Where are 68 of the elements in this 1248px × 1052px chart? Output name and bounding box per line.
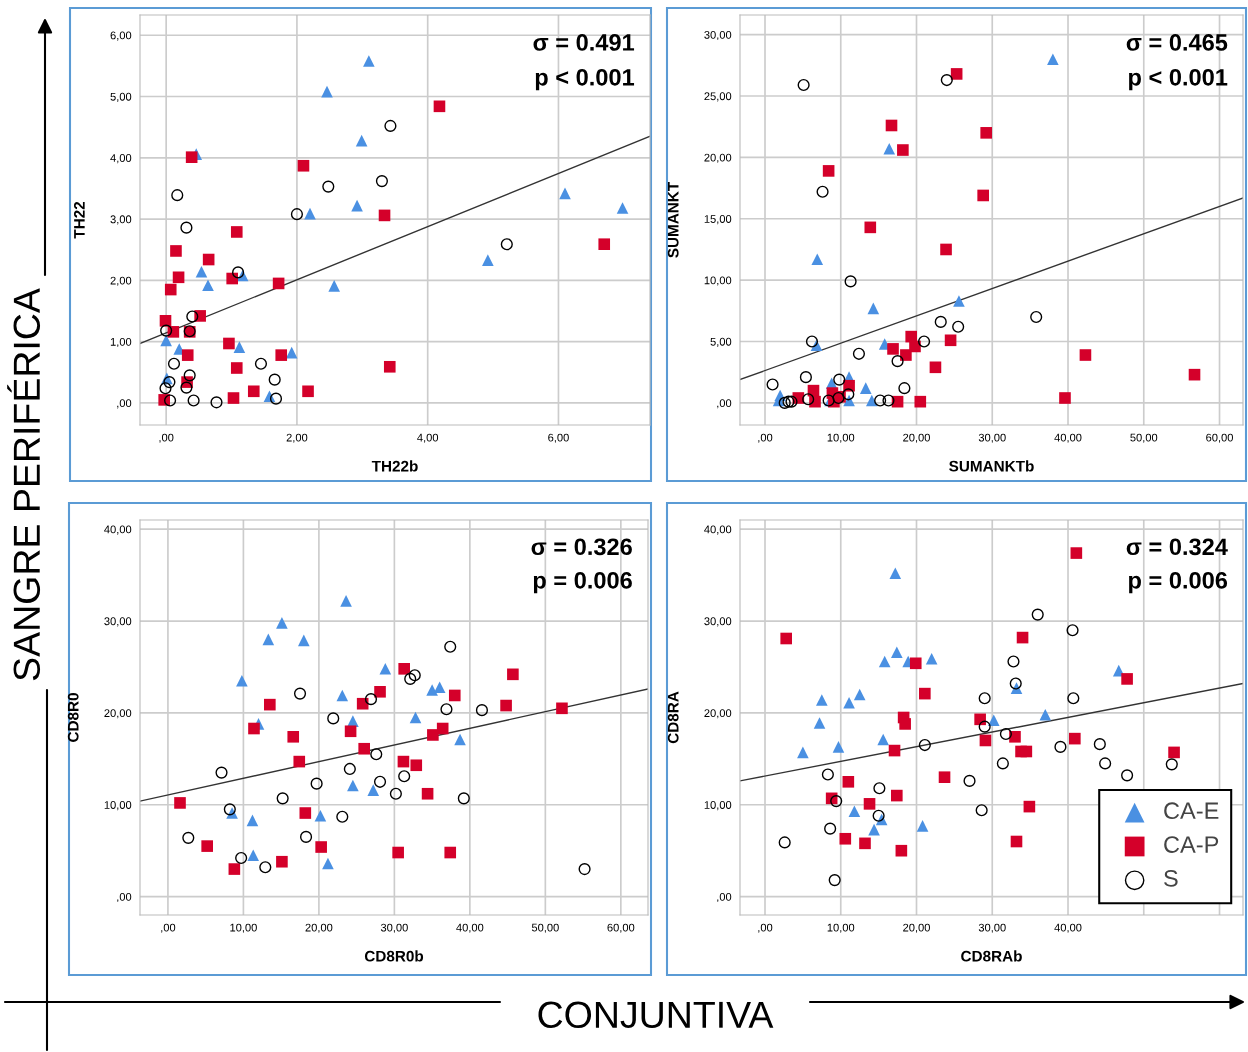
x-axis-title: CD8R0b [364,950,424,962]
x-tick-label: 50,00 [1130,433,1158,443]
annotation: p = 0.006 [533,571,632,594]
legend-label: CA-P [1164,836,1219,853]
y-tick-label: ,00 [117,892,132,903]
y-tick-label: 1,00 [110,337,132,348]
x-tick-label: 40,00 [1054,433,1082,443]
x-tick-label: 40,00 [1054,923,1082,933]
y-tick-label: 2,00 [110,276,132,286]
x-tick-label: 20,00 [305,923,333,933]
x-tick-label: 20,00 [903,923,930,933]
y-tick-label: 30,00 [104,617,132,627]
legend-label: CA-E [1164,802,1219,820]
y-axis-title: SUMANKT [667,181,679,258]
x-tick-label: 50,00 [531,923,559,933]
x-tick-label: 30,00 [978,923,1006,933]
x-tick-label: 30,00 [380,923,408,933]
y-axis-title: CD8R0 [67,693,79,742]
y-tick-label: 40,00 [104,525,132,535]
y-tick-label: 4,00 [110,154,132,164]
x-tick-label: 40,00 [456,923,484,933]
text: SANGRE PERIFÉRICA [7,288,41,681]
x-tick-label: 30,00 [978,433,1006,443]
y-tick-label: 10,00 [104,801,132,811]
x-axis-title: TH22b [371,460,418,472]
annotation: σ = 0.491 [533,34,635,51]
y-tick-label: ,00 [717,399,732,409]
annotation: σ = 0.326 [531,538,632,556]
x-tick-label: 60,00 [1206,433,1233,443]
x-tick-label: ,00 [159,433,174,443]
y-tick-label: 3,00 [110,215,132,225]
y-tick-label: 5,00 [710,337,732,347]
x-tick-label: 10,00 [827,433,855,443]
x-tick-label: ,00 [758,433,773,443]
y-tick-label: 25,00 [704,92,732,102]
y-tick-label: 20,00 [104,709,132,719]
y-tick-label: ,00 [117,399,132,409]
y-tick-label: 10,00 [704,801,732,811]
x-tick-label: 20,00 [903,433,930,443]
y-tick-label: 15,00 [704,215,732,225]
x-tick-label: 10,00 [827,923,855,933]
x-axis-title: CD8RAb [961,950,1022,962]
y-tick-label: 20,00 [704,709,732,719]
y-tick-label: 6,00 [110,31,132,41]
y-tick-label: ,00 [717,892,732,903]
annotation: p < 0.001 [535,68,635,91]
y-tick-label: 30,00 [704,617,732,627]
x-tick-label: ,00 [161,923,176,933]
x-tick-label: ,00 [758,923,773,933]
y-tick-label: 30,00 [704,30,732,41]
text: CONJUNTIVA [538,1001,774,1029]
y-tick-label: 40,00 [704,525,732,535]
x-axis-title: SUMANKTb [949,460,1034,472]
annotation: p < 0.001 [1129,68,1228,91]
y-tick-label: 5,00 [110,92,132,102]
x-tick-label: 6,00 [548,433,569,443]
x-tick-label: 10,00 [230,923,257,933]
x-tick-label: 4,00 [417,433,439,443]
annotation: p = 0.006 [1129,571,1228,594]
legend-label: S [1164,870,1178,887]
annotation: σ = 0.324 [1126,538,1228,556]
annotation: σ = 0.465 [1126,34,1228,51]
y-axis-title: CD8RA [667,691,679,744]
y-axis-title: TH22 [73,201,85,239]
y-tick-label: 10,00 [704,276,732,286]
x-tick-label: 60,00 [607,923,635,933]
y-tick-label: 20,00 [704,153,732,163]
x-tick-label: 2,00 [286,433,308,443]
